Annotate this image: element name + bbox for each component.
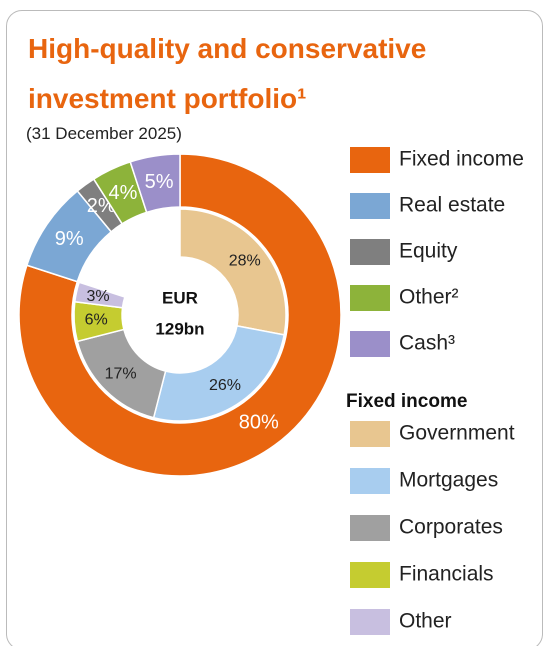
legend-swatch: [350, 285, 390, 311]
legend-swatch: [350, 515, 390, 541]
data-label: 5%: [145, 171, 174, 193]
data-label: 9%: [55, 228, 84, 250]
legend-swatch: [350, 193, 390, 219]
legend-label: Other²: [399, 286, 459, 309]
legend-label: Government: [399, 422, 515, 445]
legend-label: Equity: [399, 240, 458, 263]
center-label: 129bn: [155, 319, 204, 338]
legend-label: Corporates: [399, 516, 503, 539]
donut-segment: [73, 281, 126, 309]
legend-label: Other: [399, 610, 452, 633]
data-label: 3%: [86, 288, 109, 305]
donut-segment: [18, 153, 342, 477]
chart-title: High-quality and conservative investment…: [28, 33, 427, 114]
card-frame: [6, 10, 543, 646]
center-label: EUR: [162, 288, 198, 307]
legend-swatch: [350, 609, 390, 635]
chart-subtitle: (31 December 2025): [26, 124, 182, 143]
legend-label: Mortgages: [399, 469, 498, 492]
legend-swatch: [350, 331, 390, 357]
legend-label: Fixed income: [399, 148, 524, 171]
data-label: 28%: [229, 253, 261, 270]
legend-title: Fixed income: [346, 391, 467, 412]
legend-swatch: [350, 421, 390, 447]
data-label: 6%: [85, 311, 108, 328]
data-label: 4%: [108, 182, 137, 204]
donut-segment: [152, 324, 285, 422]
donut-segment: [129, 153, 181, 214]
data-label: 26%: [209, 377, 241, 394]
data-label: 80%: [239, 412, 279, 434]
legend-swatch: [350, 468, 390, 494]
legend-swatch: [350, 147, 390, 173]
legend-label: Financials: [399, 563, 494, 586]
data-label: 17%: [105, 366, 137, 383]
donut-segment: [179, 208, 287, 336]
legend-label: Cash³: [399, 332, 455, 355]
legend-label: Real estate: [399, 194, 505, 217]
legend-swatch: [350, 562, 390, 588]
legend-swatch: [350, 239, 390, 265]
